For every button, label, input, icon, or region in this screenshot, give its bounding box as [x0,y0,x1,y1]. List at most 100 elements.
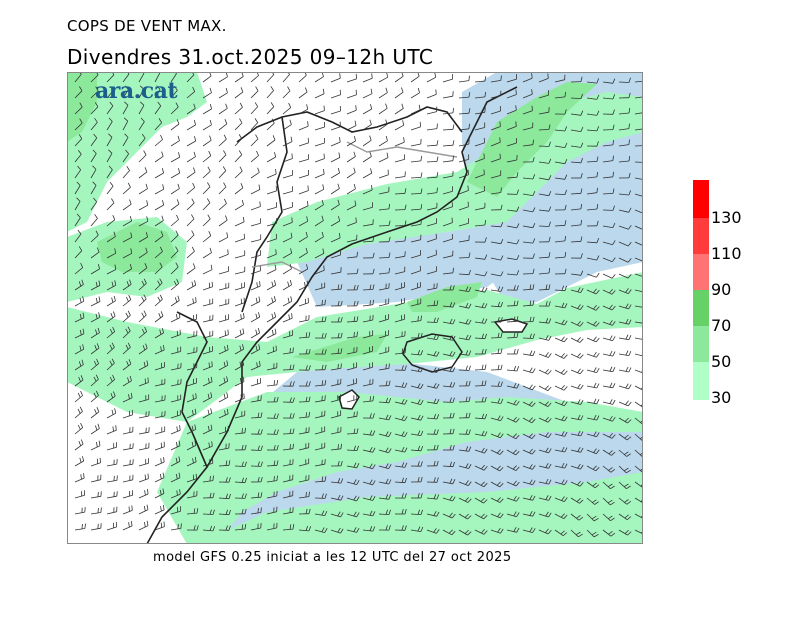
wind-barb-tick [385,478,389,484]
wind-barb-tick [372,268,375,274]
wind-barb [266,139,276,147]
wind-barb [186,301,197,307]
wind-barb-tick [452,124,455,130]
wind-barb-tick [353,479,357,485]
wind-barb-tick [417,493,420,499]
wind-barb-tick [611,305,616,311]
wind-barb-tick [337,317,340,323]
wind-barb [570,529,579,538]
wind-barb [538,193,549,197]
wind-barb [378,191,389,195]
wind-barb [426,192,437,195]
wind-barb-tick [94,117,98,123]
wind-barb-tick [500,528,504,534]
wind-barb-tick [175,246,179,252]
wind-barb-tick [305,332,308,338]
wind-barb [394,271,405,275]
wind-barb-tick [513,495,517,501]
wind-barb-tick [388,252,391,258]
wind-barb [586,497,595,505]
wind-barb-tick [114,264,117,270]
wind-barb-tick [468,319,472,325]
wind-barb [346,78,357,83]
wind-barb-tick [532,368,536,374]
wind-barb-tick [372,299,374,305]
wind-barb-tick [545,284,548,290]
wind-barb [314,447,325,451]
wind-barb [74,74,82,83]
wind-barb-tick [563,401,568,406]
wind-barb [602,321,613,326]
wind-barb-tick [595,449,600,454]
wind-barb [202,396,212,403]
wind-barb-tick [548,268,551,274]
wind-barb [106,429,117,435]
wind-barb-tick [464,513,469,518]
wind-barb-tick [143,361,146,367]
wind-barb-tick [609,382,613,388]
gust-band-light-6 [197,472,643,544]
wind-barb-tick [420,315,422,321]
wind-barb [554,353,565,359]
gust-core-4 [467,82,597,197]
wind-barb [170,234,179,243]
wind-barb-tick [372,464,376,470]
wind-barb [426,161,438,163]
wind-barb [618,321,629,325]
wind-barb-tick [481,302,485,308]
wind-barb [474,497,484,504]
wind-barb [522,110,533,115]
wind-barb-tick [404,462,408,468]
wind-barb [474,289,485,293]
wind-barb-tick [292,443,294,449]
wind-barb-tick [420,219,422,225]
wind-barb-tick [433,493,437,499]
wind-barb [394,255,405,259]
wind-barb-tick [499,498,504,503]
wind-barb [330,497,341,501]
wind-barb-tick [289,413,292,419]
wind-barb-tick [623,483,629,488]
wind-barb [474,257,485,260]
wind-barb-tick [578,533,583,538]
wind-barb [538,78,549,83]
wind-barb-tick [561,462,565,468]
wind-barb-tick [175,313,178,319]
wind-barb-tick [142,345,146,351]
wind-barb [298,479,309,483]
wind-barb [458,321,469,325]
wind-barb-tick [529,316,532,322]
wind-barb-tick [515,434,520,440]
wind-barb-tick [126,281,130,287]
wind-barb [346,351,357,355]
wind-barb [250,122,258,131]
wind-barb [362,366,373,371]
wind-barb-field [74,72,643,538]
wind-barb-tick [625,288,629,293]
gust-band-light-3 [67,72,207,232]
wind-barb-tick [160,311,164,317]
wind-barb [442,112,453,115]
wind-barb [138,267,148,275]
wind-barb-tick [141,312,145,318]
wind-barb [218,203,227,211]
wind-barb [618,385,629,390]
wind-barb-tick [481,413,485,419]
wind-barb [122,525,133,531]
wind-barb [122,236,132,243]
wind-barb-tick [276,396,279,402]
ara-cat-logo[interactable]: ara.cat [95,78,178,104]
wind-barb [634,305,643,308]
wind-barb-tick [596,432,600,437]
gust-core-2 [292,334,387,362]
wind-barb-tick [404,416,408,421]
wind-barb-tick [548,284,551,290]
wind-barb-tick [337,511,341,517]
wind-barb-tick [561,431,565,436]
wind-barb [122,315,131,323]
wind-barb-tick [80,422,84,428]
wind-barb [234,286,245,291]
wind-barb-tick [274,152,277,158]
wind-barb [442,222,453,227]
wind-barb [330,237,341,243]
